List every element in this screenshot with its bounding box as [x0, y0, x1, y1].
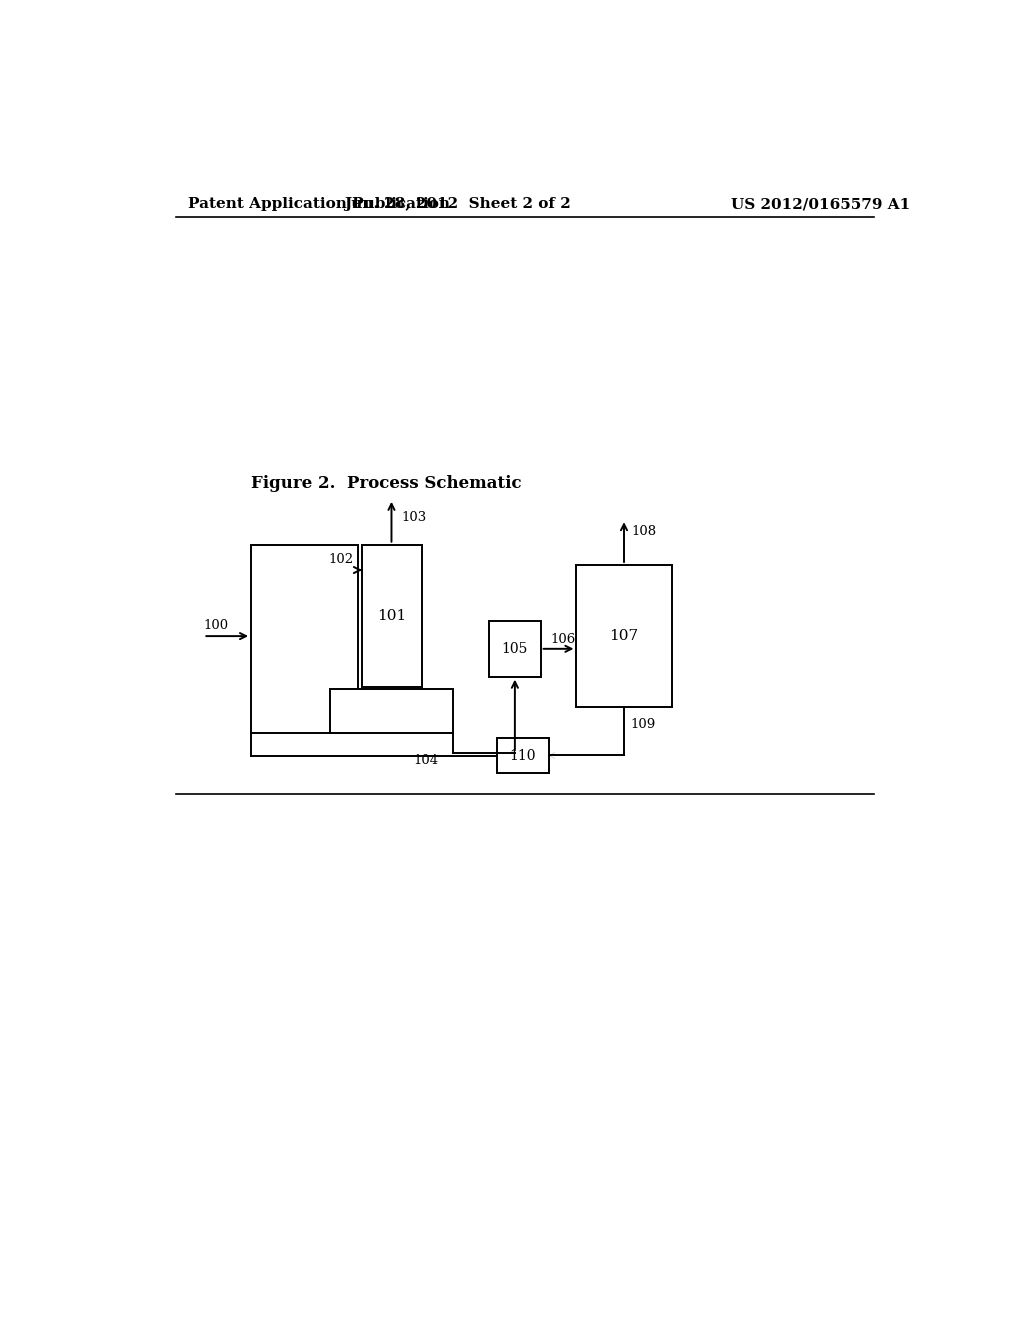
- Bar: [362, 545, 422, 686]
- Text: 107: 107: [609, 630, 639, 643]
- Text: US 2012/0165579 A1: US 2012/0165579 A1: [731, 197, 910, 211]
- Text: Figure 2.  Process Schematic: Figure 2. Process Schematic: [251, 475, 521, 492]
- Text: 102: 102: [328, 553, 353, 566]
- Text: 101: 101: [377, 609, 407, 623]
- Bar: [577, 565, 672, 708]
- Bar: [251, 545, 358, 733]
- Text: 105: 105: [502, 642, 528, 656]
- Bar: [497, 738, 549, 774]
- Bar: [489, 620, 541, 677]
- Text: 103: 103: [401, 511, 427, 524]
- Text: 100: 100: [204, 619, 228, 632]
- Bar: [331, 689, 454, 733]
- Text: 109: 109: [631, 718, 655, 731]
- Text: 104: 104: [414, 754, 439, 767]
- Text: Patent Application Publication: Patent Application Publication: [187, 197, 450, 211]
- Text: Jun. 28, 2012  Sheet 2 of 2: Jun. 28, 2012 Sheet 2 of 2: [344, 197, 570, 211]
- Text: 108: 108: [631, 525, 656, 539]
- Text: 110: 110: [510, 748, 537, 763]
- Text: 106: 106: [550, 632, 575, 645]
